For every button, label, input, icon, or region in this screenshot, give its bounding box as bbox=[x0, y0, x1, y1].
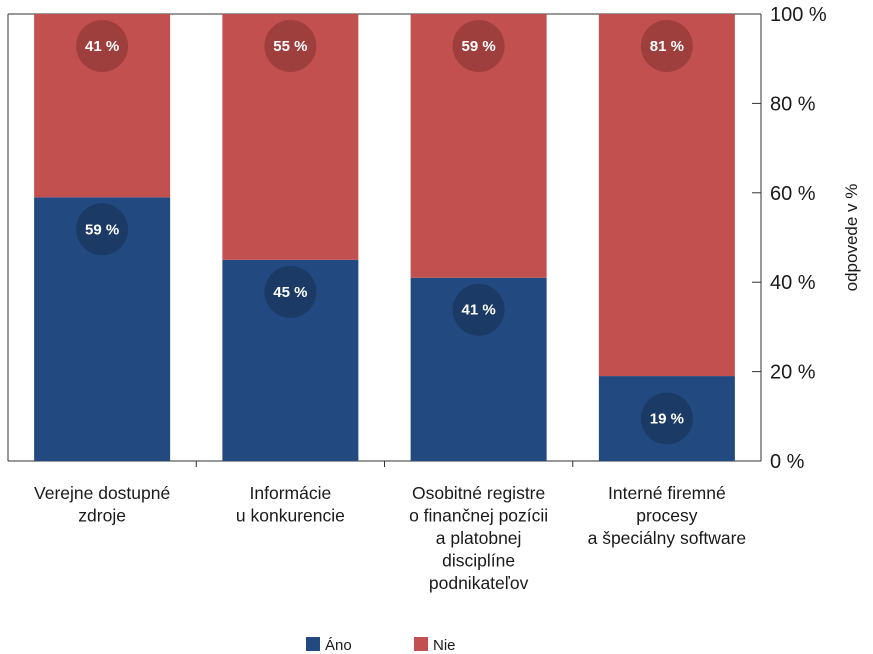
data-label: 45 % bbox=[273, 284, 307, 301]
category-label-line: zdroje bbox=[78, 506, 126, 526]
category-label-line: a platobnej bbox=[436, 528, 522, 548]
category-label-line: Informácie bbox=[250, 483, 332, 503]
data-label-badge bbox=[452, 20, 505, 72]
category-label: Osobitné registre o finančnej pozícii a pl… bbox=[409, 483, 548, 593]
bars bbox=[34, 14, 735, 461]
data-label: 59 % bbox=[85, 221, 119, 238]
data-label-badge bbox=[640, 20, 693, 72]
category-label-line: disciplíne bbox=[442, 551, 515, 571]
y-tick-label: 80 % bbox=[770, 93, 816, 115]
category-label-line: Osobitné registre bbox=[412, 483, 545, 503]
data-label-badge bbox=[76, 203, 129, 256]
y-axis-title: odpovede v % bbox=[842, 184, 861, 292]
data-label-badge bbox=[264, 265, 317, 318]
category-label: Interné firemné procesy a špeciálny softwa… bbox=[588, 483, 747, 548]
category-label-line: Interné firemné bbox=[608, 483, 726, 503]
data-label: 59 % bbox=[462, 38, 496, 55]
category-label-line: u konkurencie bbox=[236, 506, 345, 526]
data-label: 41 % bbox=[85, 38, 119, 55]
category-label: Informácie u konkurencie bbox=[236, 483, 345, 526]
data-label: 55 % bbox=[273, 38, 307, 55]
y-tick-label: 60 % bbox=[770, 183, 816, 205]
data-label-badge bbox=[452, 283, 505, 336]
category-label-line: o finančnej pozícii bbox=[409, 506, 548, 526]
data-label: 19 % bbox=[650, 411, 684, 428]
legend-swatch bbox=[306, 637, 320, 651]
category-labels: Verejne dostupné zdroje Informácie u konkur… bbox=[34, 483, 746, 593]
data-label-badge bbox=[640, 392, 693, 445]
y-tick-label: 0 % bbox=[770, 451, 805, 473]
category-label-line: a špeciálny software bbox=[588, 528, 747, 548]
data-label-badge bbox=[76, 20, 129, 72]
y-tick-label: 40 % bbox=[770, 272, 816, 294]
category-label-line: podnikateľov bbox=[429, 573, 529, 593]
category-label: Verejne dostupné zdroje bbox=[34, 483, 170, 526]
category-label-line: procesy bbox=[636, 506, 698, 526]
data-labels: 59 % 41 % 45 % 55 % 41 % 59 % 19 % 81 % bbox=[76, 20, 693, 445]
legend-label: Áno bbox=[325, 637, 352, 654]
y-tick-label: 100 % bbox=[770, 4, 827, 26]
bar-nie bbox=[598, 14, 735, 377]
legend-label: Nie bbox=[433, 637, 456, 654]
legend: Áno Nie bbox=[306, 637, 456, 654]
y-tick-label: 20 % bbox=[770, 362, 816, 384]
y-axis: 0 % 20 % 40 % 60 % 80 % 100 % bbox=[752, 4, 827, 473]
legend-swatch bbox=[414, 637, 428, 651]
data-label: 41 % bbox=[462, 302, 496, 319]
data-label-badge bbox=[264, 20, 317, 72]
data-label: 81 % bbox=[650, 38, 684, 55]
category-label-line: Verejne dostupné bbox=[34, 483, 170, 503]
